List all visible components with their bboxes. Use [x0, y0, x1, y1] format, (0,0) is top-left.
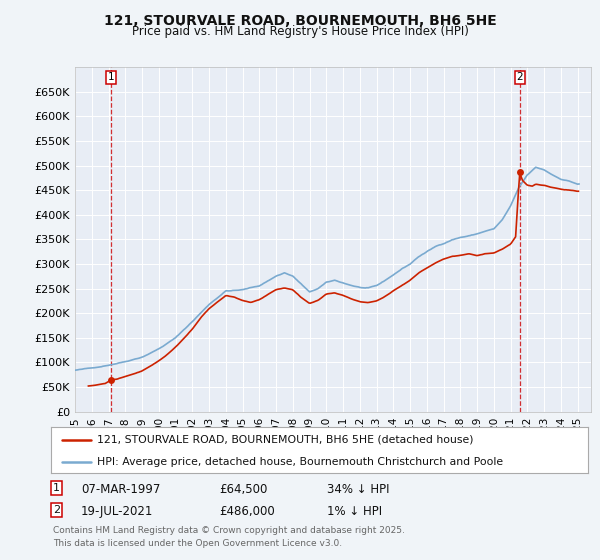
Text: 2: 2 [53, 505, 60, 515]
Text: 1% ↓ HPI: 1% ↓ HPI [327, 505, 382, 518]
Text: 19-JUL-2021: 19-JUL-2021 [81, 505, 154, 518]
Text: HPI: Average price, detached house, Bournemouth Christchurch and Poole: HPI: Average price, detached house, Bour… [97, 456, 503, 466]
Text: £486,000: £486,000 [219, 505, 275, 518]
Text: 121, STOURVALE ROAD, BOURNEMOUTH, BH6 5HE: 121, STOURVALE ROAD, BOURNEMOUTH, BH6 5H… [104, 14, 496, 28]
Text: 2: 2 [517, 72, 523, 82]
Text: Price paid vs. HM Land Registry's House Price Index (HPI): Price paid vs. HM Land Registry's House … [131, 25, 469, 38]
Text: 07-MAR-1997: 07-MAR-1997 [81, 483, 160, 496]
Text: Contains HM Land Registry data © Crown copyright and database right 2025.
This d: Contains HM Land Registry data © Crown c… [53, 526, 404, 548]
Text: 121, STOURVALE ROAD, BOURNEMOUTH, BH6 5HE (detached house): 121, STOURVALE ROAD, BOURNEMOUTH, BH6 5H… [97, 435, 473, 445]
Text: 34% ↓ HPI: 34% ↓ HPI [327, 483, 389, 496]
Text: 1: 1 [108, 72, 115, 82]
Text: £64,500: £64,500 [219, 483, 268, 496]
Text: 1: 1 [53, 483, 60, 493]
